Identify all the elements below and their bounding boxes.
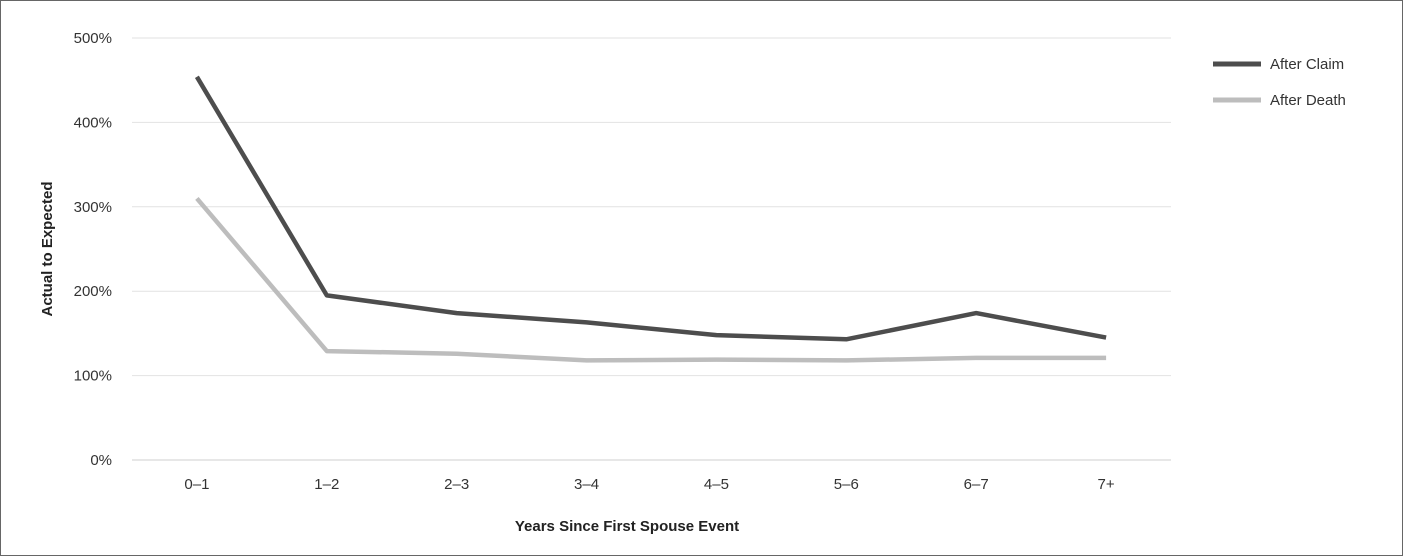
x-tick-label: 5–6 (834, 476, 859, 493)
y-tick-label: 300% (74, 199, 112, 216)
x-tick-label: 7+ (1098, 476, 1115, 493)
y-tick-label: 500% (74, 30, 112, 47)
x-tick-label: 6–7 (964, 476, 989, 493)
legend: After Claim After Death (1213, 56, 1346, 109)
legend-label: After Death (1270, 92, 1346, 109)
y-tick-label: 0% (90, 452, 112, 469)
x-tick-label: 0–1 (184, 476, 209, 493)
y-tick-label: 400% (74, 114, 112, 131)
y-tick-label: 100% (74, 368, 112, 385)
x-tick-label: 3–4 (574, 476, 599, 493)
x-tick-label: 1–2 (314, 476, 339, 493)
x-axis-title: Years Since First Spouse Event (515, 518, 739, 535)
x-tick-label: 2–3 (444, 476, 469, 493)
series-lines (194, 75, 1107, 363)
y-axis-title: Actual to Expected (39, 181, 56, 316)
series-line-after-death (195, 196, 1107, 363)
y-tick-label: 200% (74, 283, 112, 300)
gridlines (132, 37, 1171, 461)
x-tick-label: 4–5 (704, 476, 729, 493)
series-line-after-claim (194, 75, 1107, 342)
y-tick-labels: 0% 100% 200% 300% 400% 500% (74, 30, 112, 469)
legend-label: After Claim (1270, 56, 1344, 73)
x-tick-labels: 0–1 1–2 2–3 3–4 4–5 5–6 6–7 7+ (184, 476, 1114, 493)
